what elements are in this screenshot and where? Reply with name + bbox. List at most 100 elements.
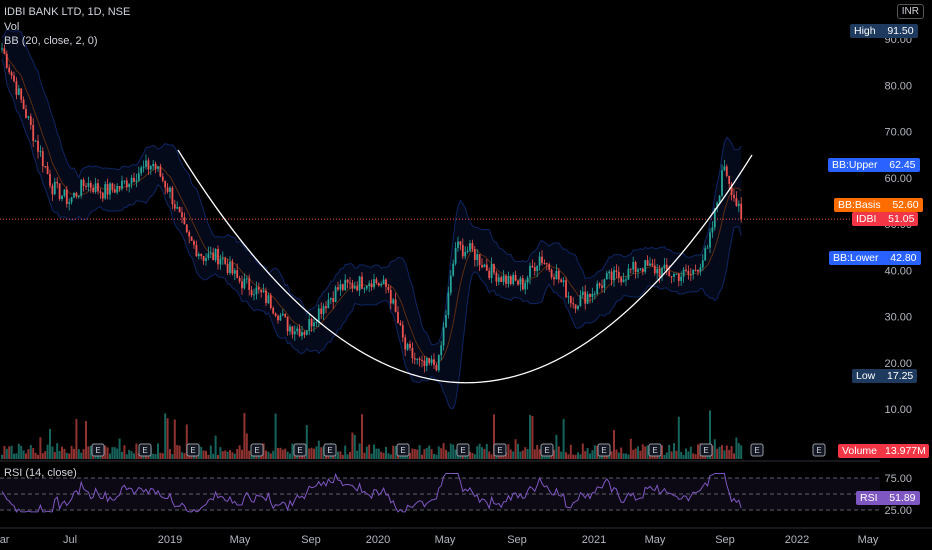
- candle-body: [169, 187, 171, 192]
- volume-bar: [375, 448, 378, 459]
- volume-bar: [313, 448, 315, 459]
- candle-body: [399, 323, 402, 326]
- volume-bar: [709, 410, 711, 459]
- volume-bar: [25, 453, 27, 459]
- volume-bar: [663, 454, 666, 459]
- candle-body: [181, 212, 183, 218]
- volume-bar: [577, 452, 579, 459]
- volume-bar: [363, 452, 366, 459]
- volume-bar: [639, 450, 642, 459]
- candle-body: [353, 286, 356, 289]
- candle-body: [545, 263, 548, 265]
- candle-body: [241, 281, 243, 289]
- volume-bar: [80, 452, 83, 459]
- earnings-marker: [648, 443, 662, 457]
- candle-body: [649, 263, 651, 266]
- volume-bar: [224, 450, 227, 459]
- time-axis-tick: Jul: [63, 534, 77, 546]
- candle-body: [658, 268, 661, 277]
- earnings-marker-label: E: [754, 446, 759, 455]
- candle-body: [173, 204, 176, 209]
- candle-body: [176, 207, 179, 209]
- volume-bar: [557, 446, 560, 459]
- volume-bar: [469, 451, 471, 459]
- volume-bar: [677, 416, 680, 459]
- volume-bar: [730, 446, 733, 459]
- earnings-marker: [250, 443, 264, 457]
- candle-body: [152, 163, 155, 167]
- volume-bar: [692, 453, 695, 459]
- bollinger-indicator-label[interactable]: BB (20, close, 2, 0): [4, 35, 98, 47]
- candle-body: [632, 262, 635, 270]
- volume-bar: [202, 450, 205, 459]
- candle-body: [255, 287, 258, 295]
- volume-bar: [615, 449, 618, 459]
- volume-bar: [389, 454, 392, 459]
- volume-bar: [433, 453, 435, 459]
- candle-body: [293, 331, 296, 335]
- volume-bar: [521, 450, 524, 459]
- candle-body: [512, 274, 515, 284]
- symbol-title[interactable]: IDBI BANK LTD, 1D, NSE: [4, 6, 131, 18]
- volume-bar: [373, 444, 375, 459]
- candle-body: [301, 332, 303, 337]
- volume-indicator-label[interactable]: Vol: [4, 21, 20, 33]
- volume-bar: [497, 454, 500, 459]
- candle-body: [89, 182, 92, 188]
- candle-body: [118, 185, 121, 189]
- volume-bar: [509, 449, 512, 459]
- candle-body: [517, 280, 519, 285]
- volume-bar: [394, 445, 397, 459]
- volume-bar: [613, 430, 615, 459]
- earnings-marker-label: E: [297, 446, 302, 455]
- volume-bar: [485, 444, 488, 459]
- volume-bar: [589, 453, 591, 459]
- candle-body: [601, 285, 603, 288]
- candle-body: [639, 268, 642, 270]
- candle-body: [133, 177, 135, 182]
- volume-bar: [641, 444, 644, 459]
- candle-body: [214, 248, 217, 261]
- bollinger-lower-line: [1, 59, 742, 409]
- candle-body: [61, 195, 63, 200]
- candle-body: [389, 290, 392, 304]
- time-axis-tick: 2020: [366, 534, 390, 546]
- candle-body: [661, 268, 663, 277]
- currency-badge[interactable]: INR: [896, 4, 924, 19]
- candle-body: [483, 264, 486, 268]
- volume-bar: [20, 445, 23, 459]
- volume-bar: [538, 449, 541, 459]
- candle-body: [411, 347, 414, 359]
- high-tag: High 91.50: [850, 24, 918, 38]
- candle-body: [190, 236, 193, 241]
- candle-body: [663, 264, 666, 269]
- candle-body: [668, 271, 671, 277]
- candle-body: [524, 282, 527, 290]
- volume-bar: [725, 445, 728, 459]
- candle-body: [365, 285, 368, 289]
- rsi-indicator-label[interactable]: RSI (14, close): [4, 467, 77, 479]
- earnings-marker-label: E: [652, 446, 657, 455]
- candle-body: [692, 269, 695, 275]
- volume-bar: [238, 445, 241, 459]
- price-axis-tick: 20.00: [884, 358, 912, 370]
- candle-body: [615, 270, 618, 272]
- candle-body: [250, 289, 253, 296]
- volume-bar: [565, 452, 567, 459]
- candle-body: [565, 280, 567, 298]
- volume-bar: [380, 451, 383, 459]
- candle-body: [137, 173, 140, 181]
- volume-bar: [37, 454, 39, 459]
- volume-bar: [646, 445, 649, 459]
- volume-bar: [632, 449, 635, 459]
- volume-bar: [517, 443, 519, 459]
- candle-body: [325, 306, 327, 309]
- volume-bar: [341, 454, 344, 459]
- volume-bar: [15, 453, 18, 459]
- candle-body: [308, 319, 311, 331]
- candle-body: [653, 265, 656, 274]
- candle-body: [51, 185, 54, 195]
- earnings-marker: [293, 443, 307, 457]
- candle-body: [416, 358, 419, 360]
